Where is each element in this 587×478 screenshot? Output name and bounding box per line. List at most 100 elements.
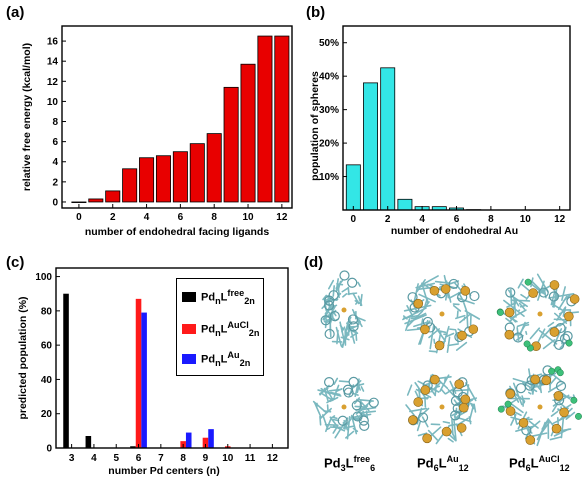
ligand-bond <box>561 326 567 345</box>
ligand-bond <box>445 332 455 338</box>
chart-a-bar <box>240 63 256 203</box>
chart-c-xtick: 7 <box>158 453 164 464</box>
gold-atom <box>505 406 516 416</box>
ligand-bond <box>332 416 338 420</box>
ligand-bond <box>530 280 546 295</box>
chart-c-xtick: 3 <box>69 453 75 464</box>
gold-atom <box>518 418 529 428</box>
chlorine-atom <box>570 396 578 404</box>
chart-b-bar <box>363 82 378 211</box>
chart-c-ytick: 80 <box>41 306 53 317</box>
center-atom <box>439 311 445 317</box>
aromatic-ring <box>347 314 359 325</box>
ligand-bond <box>341 286 350 293</box>
structure-label-pd6-au: Pd6LAu12 <box>417 454 469 473</box>
ligand-bond <box>509 309 527 320</box>
ligand-bond <box>510 413 517 426</box>
ligand-bond <box>359 400 370 412</box>
ligand-bond <box>463 302 468 313</box>
ligand-bond <box>442 420 451 424</box>
ligand-bond <box>451 418 454 436</box>
gold-atom <box>528 288 538 298</box>
ligand-bond <box>324 423 339 427</box>
ligand-bond <box>550 292 556 306</box>
ligand-bond <box>518 302 526 310</box>
ligand-bond <box>413 283 419 303</box>
structure-pd6-aucl-top <box>496 273 580 352</box>
ligand-bond <box>440 388 446 395</box>
chart-c-bar-aucl <box>202 437 209 448</box>
chart-b-ytick: 50% <box>319 38 339 49</box>
chart-a-xtick: 12 <box>276 212 288 223</box>
ligand-bond <box>325 427 331 430</box>
chart-a-bar <box>257 35 273 203</box>
aromatic-ring <box>348 321 359 332</box>
chart-a-ytick: 2 <box>52 177 58 188</box>
gold-atom <box>504 329 515 340</box>
aromatic-ring <box>323 377 335 388</box>
ligand-bond <box>560 416 565 439</box>
aromatic-ring <box>469 290 480 302</box>
chart-c-ytick: 40 <box>41 375 53 386</box>
gold-atom <box>457 330 467 341</box>
chart-a-bar <box>172 151 188 203</box>
legend-item-aucl: PdnLAuCl2n <box>182 320 259 338</box>
aromatic-ring <box>347 277 358 288</box>
chlorine-atom <box>524 278 532 286</box>
chart-a-bar <box>88 198 104 203</box>
ligand-bond <box>547 321 555 328</box>
center-atom <box>341 307 347 313</box>
ligand-bond <box>455 314 466 320</box>
gold-atom <box>456 423 467 433</box>
aromatic-ring <box>359 420 370 431</box>
chart-a-bar <box>71 201 87 203</box>
ligand-bond <box>434 280 452 285</box>
chart-a-ytick: 4 <box>52 157 58 168</box>
chlorine-atom <box>496 308 504 316</box>
gold-atom <box>429 285 440 296</box>
chart-b-ytick: 20% <box>319 139 339 150</box>
ligand-bond <box>450 430 457 440</box>
chart-b-xtick: 10 <box>520 214 532 225</box>
ligand-bond <box>469 399 474 403</box>
chart-a-xtick: 10 <box>242 212 254 223</box>
ligand-bond <box>434 382 438 396</box>
ligand-bond <box>536 373 543 377</box>
chart-b-xtick: 0 <box>351 214 357 225</box>
chart-b: 10% 20% 30% 40% 50% 0 2 4 6 8 10 12 number of endohe… <box>309 25 571 237</box>
ligand-bond <box>321 296 333 310</box>
chart-b-xtick: 12 <box>554 214 566 225</box>
panel-label-b: (b) <box>306 4 326 21</box>
chart-c-legend: PdnLfree2n PdnLAuCl2n PdnLAu2n <box>176 278 264 376</box>
ligand-bond <box>319 415 322 426</box>
gold-atom <box>505 389 516 399</box>
ligand-bond <box>322 294 328 301</box>
ligand-bond <box>453 416 472 423</box>
ligand-bond <box>473 403 477 413</box>
gold-atom <box>413 397 423 407</box>
panel-label-a: (a) <box>6 4 25 21</box>
aromatic-ring <box>512 332 524 343</box>
gold-atom <box>460 286 471 296</box>
ligand-bond <box>515 425 536 432</box>
chart-b-xtick: 8 <box>488 214 494 225</box>
aromatic-ring <box>538 287 549 298</box>
aromatic-ring <box>339 270 350 281</box>
ligand-bond <box>447 437 454 443</box>
ligand-bond <box>508 401 524 414</box>
ligand-bond <box>336 329 339 345</box>
gold-atom <box>454 379 464 390</box>
aromatic-ring <box>548 291 560 302</box>
ligand-bond <box>455 329 459 343</box>
ligand-bond <box>329 396 339 403</box>
ligand-bond <box>357 281 361 287</box>
chart-a-bar <box>274 35 290 203</box>
ligand-bond <box>338 380 350 383</box>
chart-c-xtick: 11 <box>245 453 256 464</box>
chart-a-ytick: 16 <box>47 37 59 48</box>
ligand-bond <box>466 311 469 329</box>
aromatic-ring <box>329 311 340 322</box>
ligand-bond <box>527 391 532 395</box>
ligand-bond <box>413 321 428 328</box>
ligand-bond <box>341 326 346 333</box>
